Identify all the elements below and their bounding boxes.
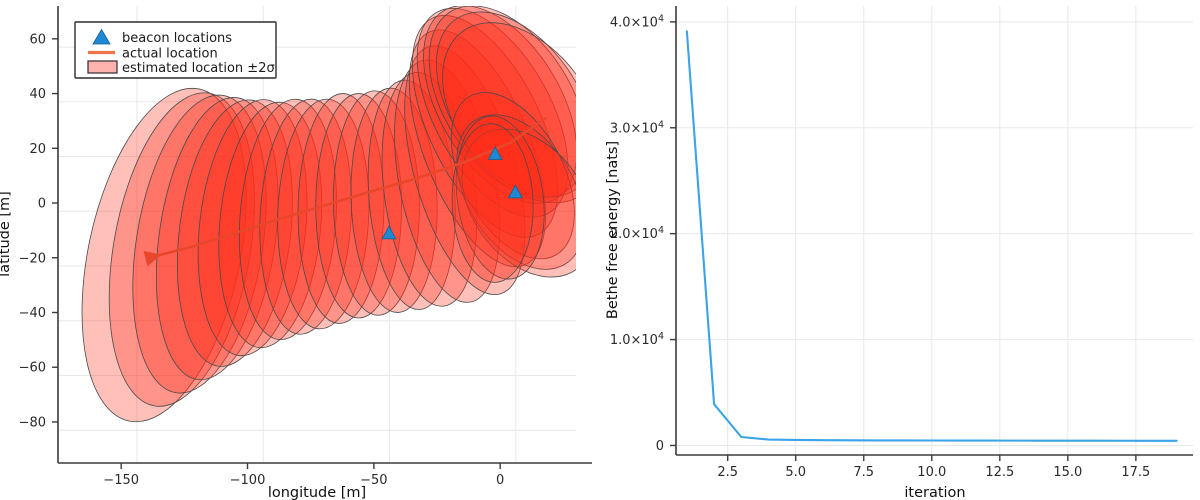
uncertainty-ellipse [238,98,337,341]
uncertainty-ellipse [350,87,438,313]
right-y-tick-labels: 0 1.0×104 2.0×104 3.0×104 4.0×104 [610,13,664,454]
y-tick-label: −40 [19,306,46,321]
beacon-marker [381,225,397,240]
right-grid [676,6,1193,455]
triangle-icon [92,28,111,45]
y-tick-label: 20 [29,142,46,157]
left-x-tick-marks [120,463,501,469]
beacon-markers [381,146,523,240]
left-data-region [81,6,576,423]
x-tick-label: 12.5 [985,465,1014,480]
left-y-tick-labels: 60 40 20 0 −20 −40 −60 −80 [19,32,46,430]
uncertainty-ellipse [442,22,576,204]
y-tick-label: 4.0×104 [610,13,664,30]
y-tick-label: 0 [656,439,664,454]
x-tick-label: 10.0 [917,465,946,480]
map-legend[interactable]: beacon locations actual location estimat… [74,21,277,79]
y-tick-label: −20 [19,251,46,266]
y-tick-label: 3.0×104 [610,119,664,136]
beacon-marker [507,184,523,199]
uncertainty-ellipse [451,123,534,283]
x-tick-label: −50 [360,473,387,488]
localization-map-panel: −150 −100 −50 0 60 40 20 0 −20 −40 −60 −80 longitu… [0,6,592,500]
uncertainty-ellipses [81,6,576,423]
uncertainty-ellipse [277,98,370,330]
uncertainty-ellipse [404,45,526,296]
uncertainty-ellipse [315,93,403,319]
y-tick-label: 2.0×104 [610,225,664,242]
bethe-free-energy-panel: 2.5 5.0 7.5 10.0 12.5 15.0 17.5 0 1.0×104 2.0×10… [600,0,1200,500]
beacon-marker [487,146,503,160]
legend-label-actual-location: actual location [122,47,218,62]
x-tick-label: 0 [496,473,504,488]
left-y-tick-marks [52,38,58,423]
legend-entry-actual-location[interactable]: actual location [88,47,218,62]
legend-entry-beacon-locations[interactable]: beacon locations [92,28,232,47]
y-tick-label: −60 [19,361,46,376]
uncertainty-ellipse [411,15,559,238]
right-x-tick-marks [726,455,1137,461]
uncertainty-ellipse [456,114,576,270]
bethe-free-energy-svg: 2.5 5.0 7.5 10.0 12.5 15.0 17.5 0 1.0×104 2.0×10… [605,6,1193,500]
uncertainty-ellipse [218,101,323,349]
right-axes [670,6,1193,461]
left-y-axis-title: latitude [m] [0,191,13,277]
right-x-tick-labels: 2.5 5.0 7.5 10.0 12.5 15.0 17.5 [717,465,1150,480]
legend-entry-estimated-location[interactable]: estimated location ±2σ [87,60,275,76]
y-tick-label: 40 [29,87,46,102]
y-tick-label: −80 [19,415,46,430]
left-axes [52,6,592,469]
right-data-region [685,30,1178,442]
x-tick-label: 2.5 [717,465,738,480]
uncertainty-ellipse [416,7,569,218]
uncertainty-ellipse [297,93,385,324]
x-tick-label: 5.0 [785,465,806,480]
patch-swatch-icon [87,60,118,74]
x-tick-label: 17.5 [1121,465,1150,480]
x-tick-label: 7.5 [853,465,874,480]
y-tick-label: 60 [29,32,46,47]
left-x-tick-labels: −150 −100 −50 0 [103,473,504,488]
y-tick-label: 0 [38,197,46,212]
y-tick-label: 1.0×104 [610,331,664,348]
legend-label-estimated-location: estimated location ±2σ [122,61,275,76]
right-x-axis-title: iteration [904,485,965,500]
x-tick-label: −100 [230,473,266,488]
x-tick-label: 15.0 [1053,465,1082,480]
localization-map-svg: −150 −100 −50 0 60 40 20 0 −20 −40 −60 −80 longitu… [0,6,592,500]
uncertainty-ellipse [461,128,576,278]
bethe-free-energy-line [685,30,1178,442]
uncertainty-ellipse [423,6,576,204]
actual-location-path [143,116,547,267]
legend-label-beacon-locations: beacon locations [122,31,232,46]
right-y-axis-title: Bethe free energy [nats] [605,141,621,319]
right-y-tick-marks [670,21,676,447]
x-tick-label: −150 [103,473,139,488]
left-x-axis-title: longitude [m] [268,485,366,500]
